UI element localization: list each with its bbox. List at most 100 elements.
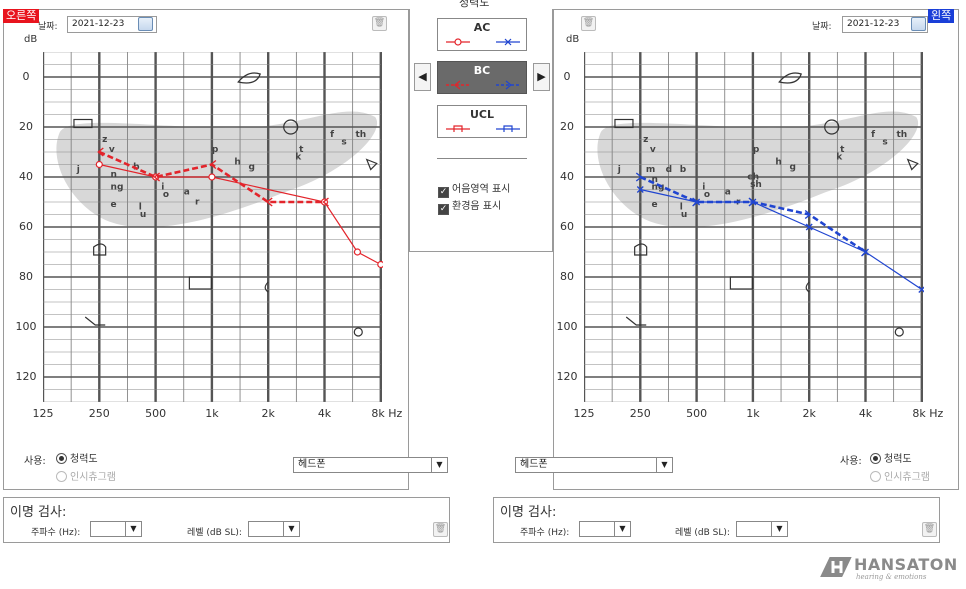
phoneme-g: g [248, 163, 254, 173]
level-dropdown[interactable]: ▼ [736, 521, 788, 537]
phoneme-a: a [184, 188, 190, 198]
phoneme-l: l [139, 203, 142, 213]
transducer-dropdown-left[interactable]: 헤드폰 ▼ [515, 457, 673, 473]
ac-marker [353, 248, 362, 256]
phoneme-p: p [212, 145, 219, 155]
level-dropdown[interactable]: ▼ [248, 521, 300, 537]
radio-audiogram-right[interactable]: 청력도 [56, 450, 98, 465]
faucet-icon [614, 118, 634, 129]
date-field-left[interactable]: 2021-12-23 [842, 16, 928, 33]
y-unit-right: dB [24, 34, 38, 45]
trash-icon[interactable]: 🗑 [922, 522, 937, 537]
bc-marker [635, 172, 643, 182]
x-tick-label: 2k [802, 407, 816, 420]
tinnitus-test-left: 이명 검사: 주파수 (Hz): ▼ 레벨 (dB SL): ▼ 🗑 [493, 497, 940, 543]
freq-dropdown[interactable]: ▼ [90, 521, 142, 537]
phoneme-k: k [836, 153, 843, 163]
legend-ac-button[interactable]: AC [437, 18, 527, 51]
x-tick-label: 8k Hz [371, 407, 403, 420]
trash-icon[interactable]: 🗑 [581, 16, 596, 31]
page-title: 청력도 [459, 0, 490, 9]
y-tick-label: 60 [19, 220, 33, 233]
freq-dropdown[interactable]: ▼ [579, 521, 631, 537]
phoneme-h: h [234, 158, 240, 168]
bc-marker [322, 197, 329, 207]
chevron-down-icon: ▼ [283, 522, 299, 536]
use-label-text: 사용: [24, 456, 46, 467]
chevron-down-icon: ▼ [125, 522, 141, 536]
date-field-right[interactable]: 2021-12-23 [67, 16, 157, 33]
phoneme-j: j [617, 165, 621, 175]
phoneme-g: g [789, 163, 795, 173]
phoneme-o: o [163, 190, 169, 200]
phoneme-l: l [680, 203, 683, 213]
radio-dot [870, 471, 881, 482]
chevron-down-icon: ▼ [431, 458, 447, 472]
phoneme-b: b [680, 165, 687, 175]
piano-icon [188, 276, 212, 290]
prev-arrow-button[interactable]: ◀ [414, 63, 431, 91]
ac-marker [918, 286, 924, 293]
hansaton-logo-icon [820, 557, 852, 577]
calendar-icon[interactable] [911, 17, 926, 31]
right-ear-tag: 오른쪽 [3, 9, 40, 23]
phoneme-ng: ng [111, 183, 124, 193]
radio-audiogram-left[interactable]: 청력도 [870, 450, 912, 465]
next-arrow-button[interactable]: ▶ [533, 63, 550, 91]
bc-marker [97, 147, 104, 157]
phoneme-i: i [702, 183, 705, 193]
phoneme-r: r [195, 198, 200, 208]
legend-bc-button[interactable]: BC [437, 61, 527, 94]
use-label-left: 사용: [840, 452, 862, 467]
env-sounds-checkbox[interactable]: ✓ 환경음 표시 [438, 197, 501, 215]
legend-bc-label: BC [473, 64, 491, 77]
phoneme-t: t [299, 145, 304, 155]
ac-marker [208, 173, 216, 181]
radio-insitu-right[interactable]: 인시츄그램 [56, 468, 116, 483]
dropdown-value: 헤드폰 [298, 459, 326, 470]
y-tick-label: 40 [560, 170, 574, 183]
legend-ucl-button[interactable]: UCL [437, 105, 527, 138]
ac-marker [636, 186, 644, 193]
phone-icon [805, 281, 810, 293]
piano-icon [729, 276, 753, 290]
bc-marker [153, 172, 161, 182]
radio-label: 인시츄그램 [884, 472, 930, 483]
phoneme-s: s [341, 138, 346, 148]
phoneme-v: v [109, 145, 115, 155]
logo-tagline: hearing & emotions [856, 573, 927, 581]
left-ear-tag: 왼쪽 [928, 9, 955, 23]
calendar-icon[interactable] [138, 17, 153, 31]
environment-icons [614, 72, 919, 337]
chevron-down-icon: ▼ [614, 522, 630, 536]
bc-marker [748, 197, 756, 207]
phone-icon [264, 281, 269, 293]
phoneme-th: th [355, 130, 366, 140]
radio-insitu-left[interactable]: 인시츄그램 [870, 468, 930, 483]
grid-lines [584, 52, 923, 402]
phoneme-e: e [652, 200, 658, 210]
phoneme-z: z [643, 135, 648, 145]
trash-icon[interactable]: 🗑 [433, 522, 448, 537]
x-tick-label: 2k [261, 407, 275, 420]
motorbike-icon [894, 327, 904, 337]
radio-dot [56, 453, 67, 464]
use-label-text: 사용: [840, 456, 862, 467]
legend-bc-symbols [446, 80, 520, 90]
dog-icon [93, 243, 107, 256]
transducer-dropdown-right[interactable]: 헤드폰 ▼ [293, 457, 448, 473]
y-tick-label: 120 [15, 370, 37, 383]
series-ac-line [99, 163, 382, 266]
checkbox-label: 환경음 표시 [452, 201, 502, 212]
y-unit-left: dB [566, 34, 580, 45]
y-tick-label: 100 [15, 320, 37, 333]
speech-banana-checkbox[interactable]: ✓ 어음영역 표시 [438, 180, 510, 198]
phoneme-u: u [681, 210, 687, 220]
trash-icon[interactable]: 🗑 [372, 16, 387, 31]
phoneme-j: j [76, 165, 80, 175]
phoneme-n: n [652, 175, 658, 185]
level-label: 레벨 (dB SL): [675, 528, 730, 538]
